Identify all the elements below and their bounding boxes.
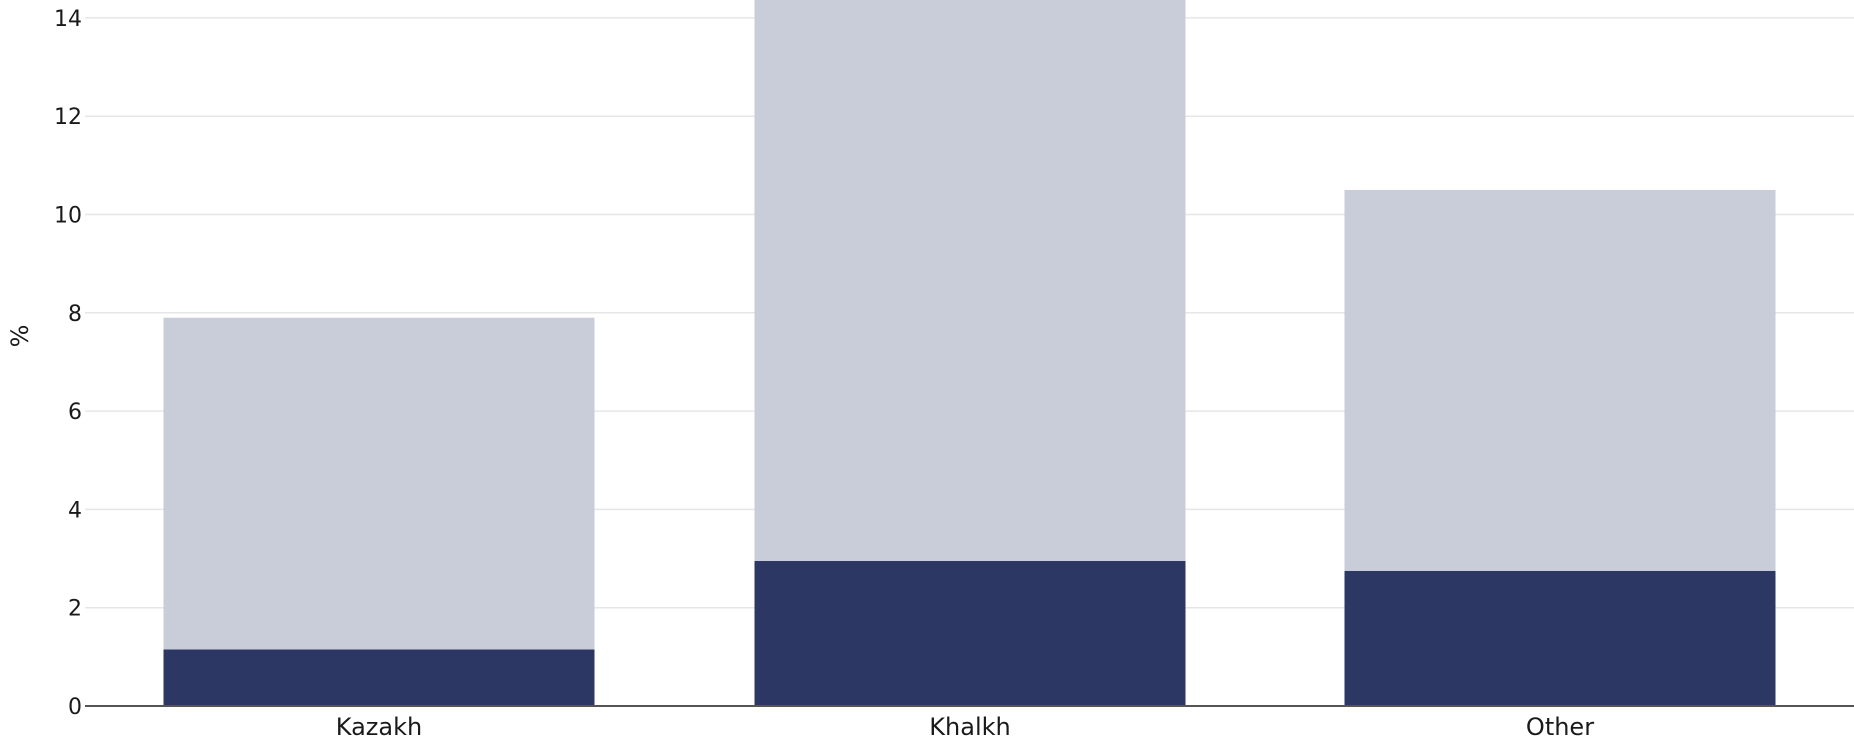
x-tick-label: Kazakh	[336, 713, 422, 740]
bar-khalkh-segment-1	[754, 561, 1186, 706]
y-tick-label: 10	[54, 204, 82, 229]
y-tick-label: 2	[68, 597, 82, 622]
x-tick-label: Other	[1526, 713, 1594, 740]
y-tick-label: 4	[68, 498, 82, 523]
bars	[163, 0, 1776, 706]
y-axis-ticks: 0 2 4 6 8 10 12 14	[54, 7, 82, 720]
bar-kazakh-segment-2	[163, 317, 595, 650]
y-tick-label: 6	[68, 400, 82, 425]
x-axis: Kazakh Khalkh Other	[85, 705, 1854, 740]
bar-other-segment-2	[1344, 189, 1776, 571]
bar-kazakh-segment-1	[163, 649, 595, 706]
y-axis-label: %	[6, 325, 34, 348]
y-tick-label: 14	[54, 7, 82, 32]
y-tick-label: 0	[68, 695, 82, 720]
y-tick-label: 12	[54, 105, 82, 130]
bar-other-segment-1	[1344, 570, 1776, 706]
y-tick-label: 8	[68, 302, 82, 327]
x-tick-label: Khalkh	[929, 713, 1010, 740]
bar-khalkh-segment-2	[754, 0, 1186, 562]
